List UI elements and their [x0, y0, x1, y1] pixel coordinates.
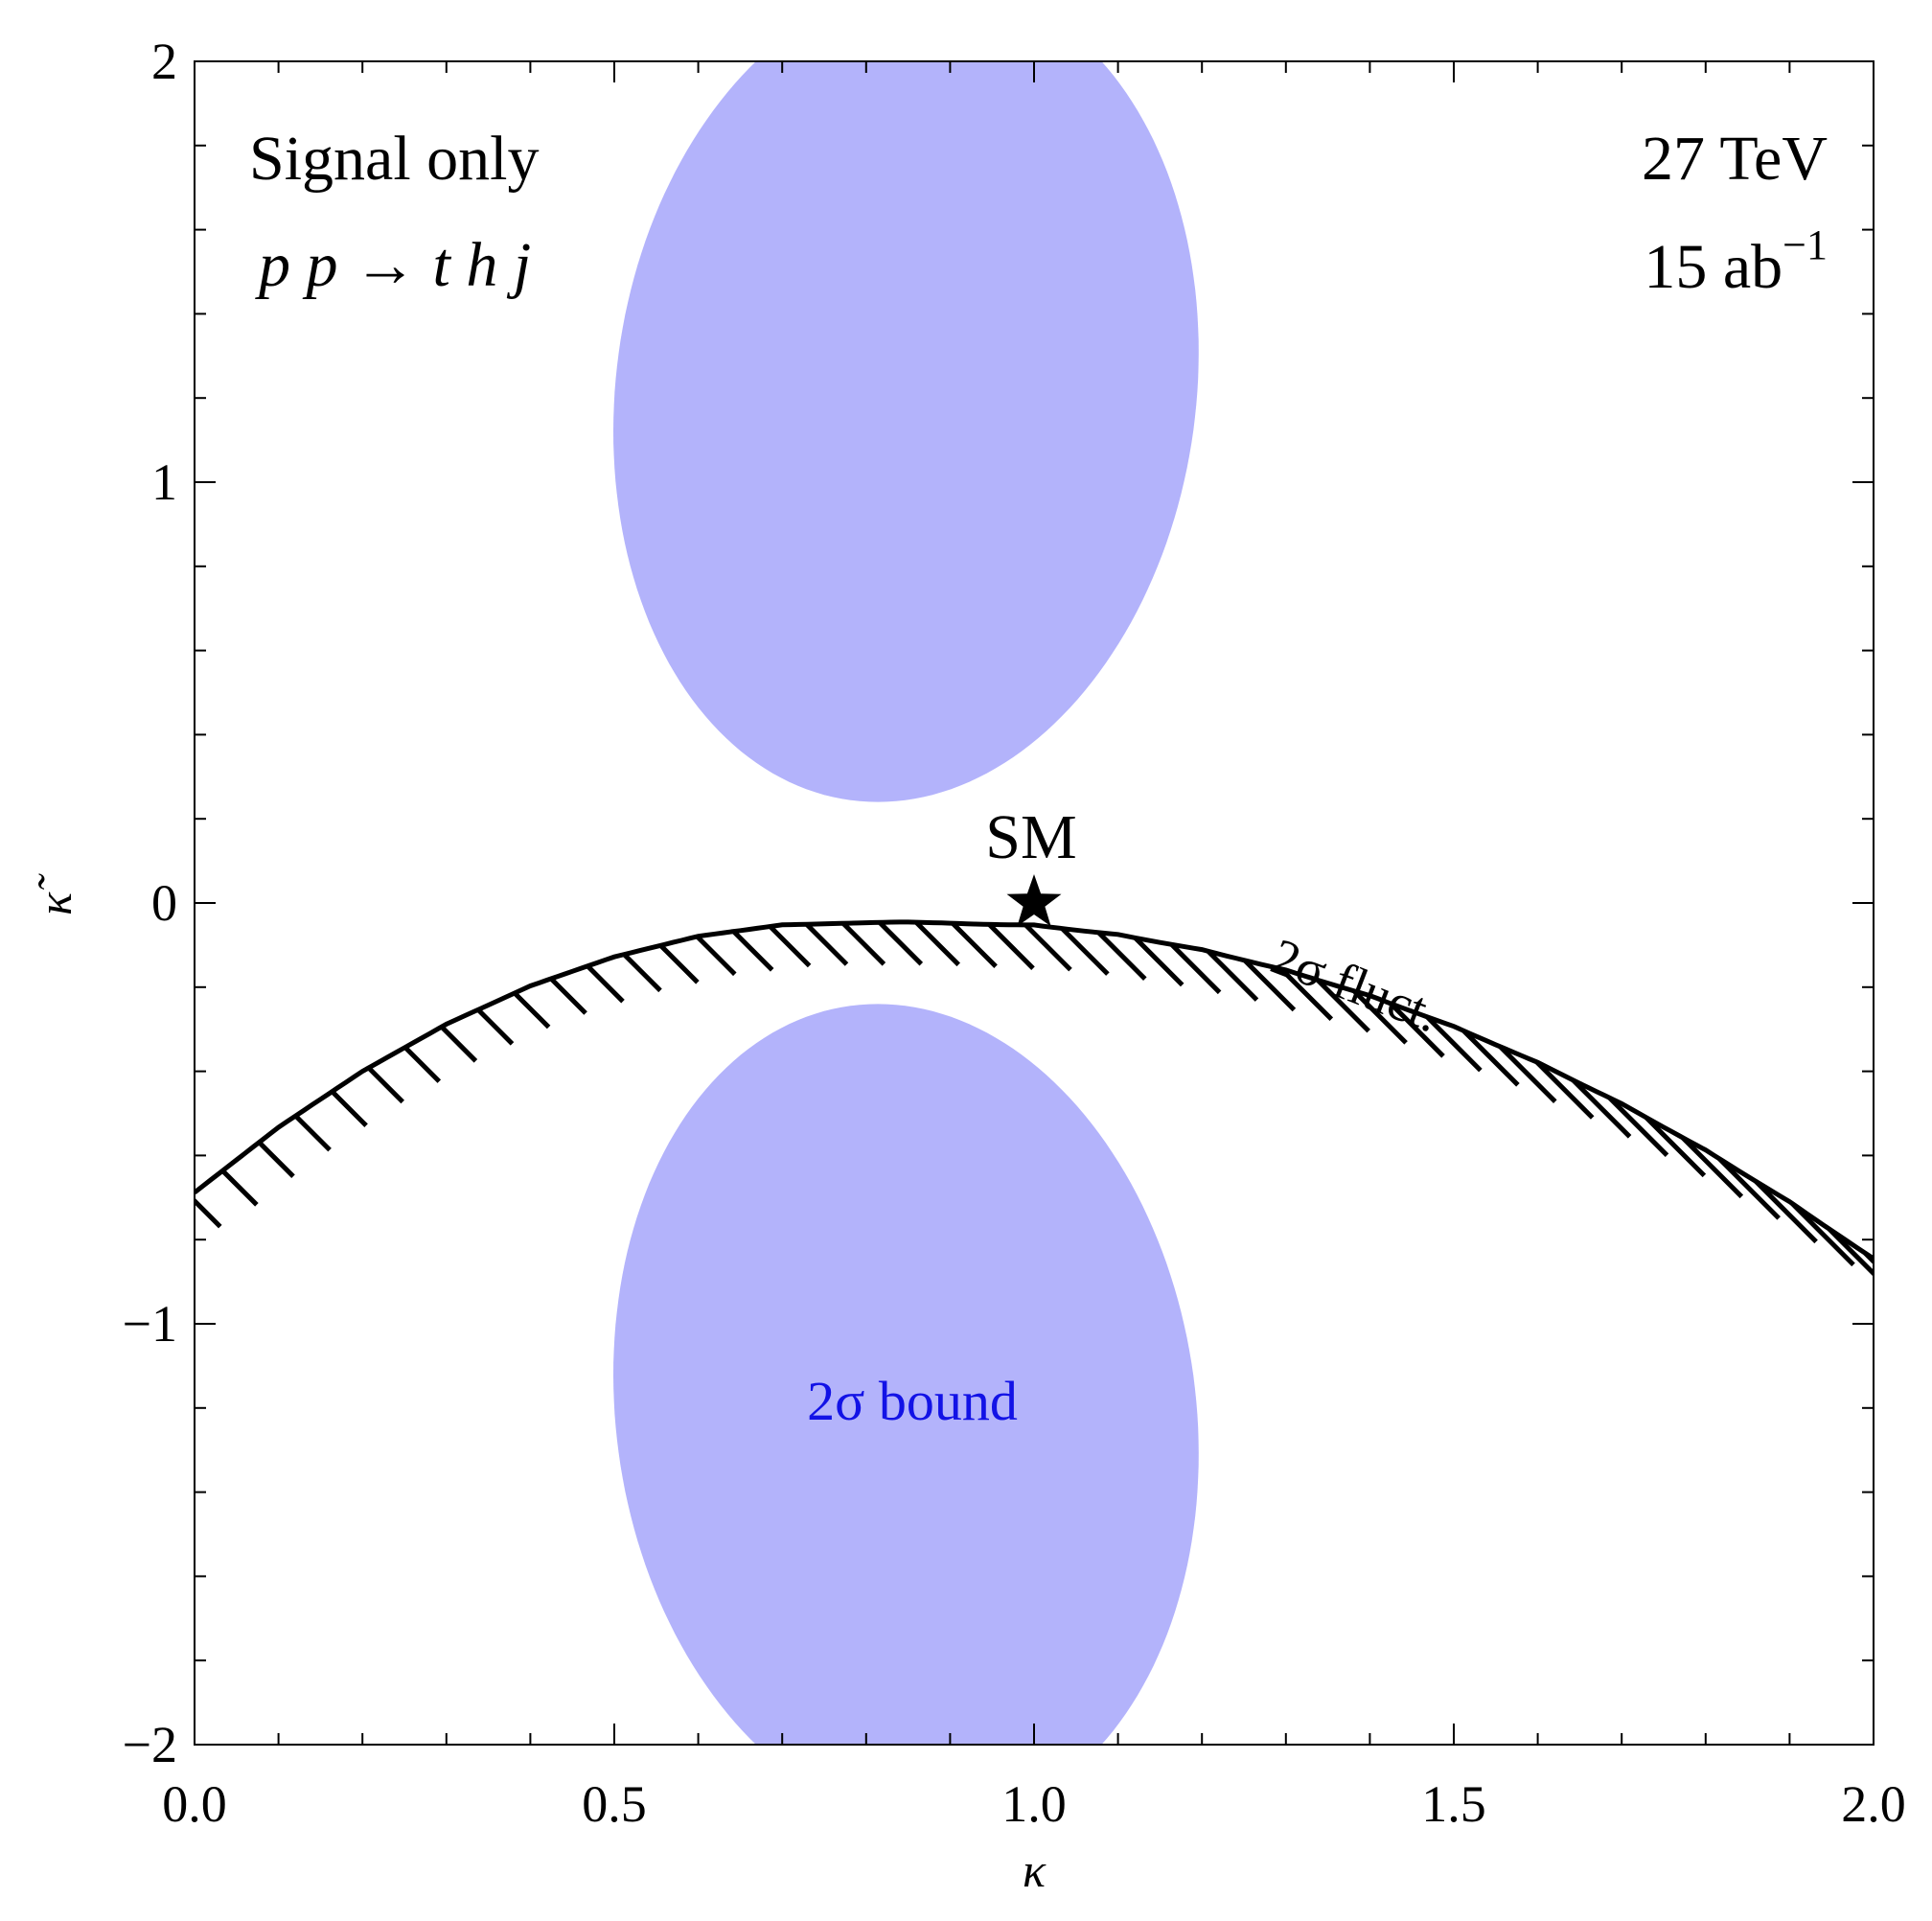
hatch-mark — [770, 927, 810, 966]
hatch-mark — [551, 979, 586, 1013]
hatch-mark — [222, 1170, 257, 1205]
x-axis-label: κ — [1023, 1843, 1046, 1897]
hatch-mark — [1865, 1253, 1928, 1316]
luminosity-label: 15 ab−1 — [1644, 221, 1828, 302]
y-tick-label: 2 — [151, 33, 177, 90]
hatch-mark — [296, 1116, 331, 1150]
hatch-mark — [1828, 1229, 1891, 1291]
y-tick-label: 0 — [151, 874, 177, 932]
fluct-label: 2σ fluct. — [1264, 927, 1447, 1043]
x-tick-label: 0.5 — [582, 1775, 647, 1833]
y-tick-label: −2 — [123, 1716, 177, 1773]
signal-only-label: Signal only — [249, 124, 540, 194]
x-tick-label: 2.0 — [1841, 1775, 1906, 1833]
sm-label: SM — [985, 802, 1076, 872]
hatch-mark — [953, 923, 996, 966]
hatch-mark — [405, 1048, 440, 1082]
hatch-mark — [442, 1027, 476, 1061]
chart-svg: 0.0 0.5 1.0 1.5 2.0−2−1012 κ κ̃ Signal only … — [0, 0, 1932, 1921]
hatch-mark — [734, 932, 772, 970]
y-tick-label: 1 — [151, 453, 177, 511]
hatch-mark — [660, 945, 698, 983]
x-tick-label: 1.0 — [1001, 1775, 1067, 1833]
hatch-mark — [880, 922, 921, 963]
process-label: p p → t h j — [255, 230, 531, 300]
bound-region-upper — [613, 0, 1199, 802]
hatch-mark — [186, 1192, 220, 1227]
energy-label: 27 TeV — [1642, 124, 1828, 194]
luminosity-value: 15 ab — [1644, 232, 1782, 302]
hatch-mark — [989, 924, 1033, 968]
y-axis-label: κ̃ — [28, 873, 81, 915]
hatch-mark — [843, 923, 885, 964]
hatch-mark — [333, 1092, 367, 1126]
hatch-mark — [587, 966, 623, 1002]
hatch-mark — [515, 993, 549, 1028]
bound-label: 2σ bound — [807, 1370, 1018, 1432]
bound-regions — [613, 0, 1199, 1824]
hatch-mark — [698, 937, 735, 974]
hatch-mark — [478, 1009, 513, 1044]
hatch-mark — [369, 1068, 403, 1102]
sm-star-marker — [1007, 874, 1062, 926]
hatch-mark — [624, 955, 660, 991]
y-tick-label: −1 — [123, 1295, 177, 1353]
hatch-mark — [259, 1143, 293, 1177]
luminosity-exponent: −1 — [1782, 221, 1828, 268]
x-tick-label: 0.0 — [162, 1775, 227, 1833]
hatch-mark — [807, 924, 847, 964]
x-tick-label: 1.5 — [1421, 1775, 1486, 1833]
hatch-mark — [916, 922, 958, 964]
